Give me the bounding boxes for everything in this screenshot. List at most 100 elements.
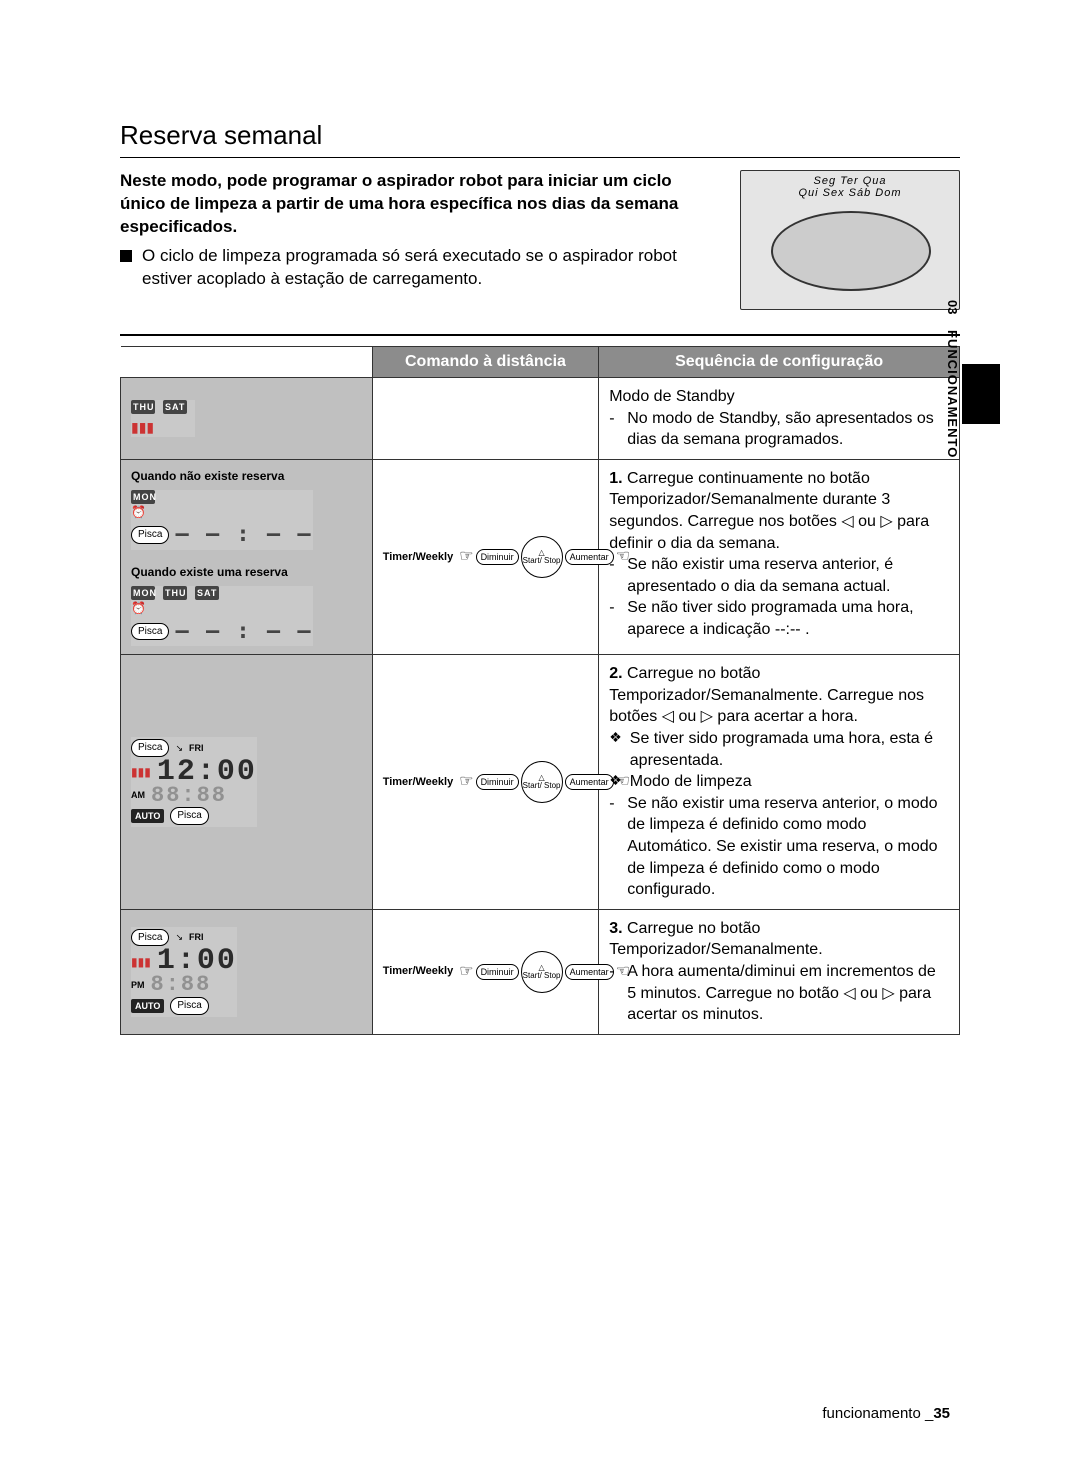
footer-page-number: 35 [933, 1405, 950, 1422]
robot-illustration: Seg Ter Qua Qui Sex Sáb Dom [740, 170, 960, 310]
day-badge: THU [131, 400, 155, 414]
step-lead: Carregue no botão Temporizador/Semanalme… [609, 920, 822, 959]
sequence-text: 1. Carregue continuamente no botão Tempo… [609, 468, 949, 641]
pisca-badge: Pisca [131, 739, 169, 757]
lcd-time: Pisca↘FRI ▮▮▮ 12:00 AM 88:88 AUTO Pisca [131, 737, 257, 827]
step-number: 3. [609, 920, 622, 937]
pisca-badge: Pisca [170, 807, 208, 825]
table-row: THUSAT ▮▮▮ Modo de Standby-No modo de St… [121, 378, 960, 460]
aumentar-label: Aumentar [565, 774, 614, 790]
seq-diamond-item: Modo de limpeza [630, 771, 752, 793]
step-lead: Carregue continuamente no botão Temporiz… [609, 470, 929, 552]
dpad-icon: △Start/ Stop [521, 761, 563, 803]
sequence-cell: 3. Carregue no botão Temporizador/Semana… [599, 909, 960, 1034]
dash-bullet-icon: - [609, 961, 619, 1026]
sequence-cell: Modo de Standby-No modo de Standby, são … [599, 378, 960, 460]
dash-bullet-icon: - [609, 597, 619, 640]
alarm-icon: ⏰ [131, 504, 146, 520]
day-badge: SAT [163, 400, 187, 414]
timer-weekly-label: Timer/Weekly [383, 775, 454, 790]
alarm-icon: ⏰ [131, 600, 146, 616]
dash-bullet-icon: - [609, 793, 619, 901]
day-label: FRI [189, 742, 204, 754]
remote-illustration: Timer/Weekly ☞ Diminuir △Start/ Stop Aum… [383, 951, 630, 993]
battery-icon: ▮▮▮ [131, 764, 151, 780]
intro-block: Neste modo, pode programar o aspirador r… [120, 170, 960, 310]
table-row: Pisca↘FRI ▮▮▮ 1:00 PM 8:88 AUTO Pisca Ti… [121, 909, 960, 1034]
remote-cell: Timer/Weekly ☞ Diminuir △Start/ Stop Aum… [372, 655, 599, 910]
diminuir-label: Diminuir [476, 964, 519, 980]
remote-cell: Timer/Weekly ☞ Diminuir △Start/ Stop Aum… [372, 459, 599, 654]
intro-bullet-text: O ciclo de limpeza programada só será ex… [142, 245, 716, 291]
remote-illustration: Timer/Weekly ☞ Diminuir △Start/ Stop Aum… [383, 536, 630, 578]
lcd-standby: THUSAT ▮▮▮ [131, 400, 195, 437]
diminuir-label: Diminuir [476, 549, 519, 565]
robot-days-row1: Seg Ter Qua [814, 175, 887, 187]
sequence-text: 3. Carregue no botão Temporizador/Semana… [609, 918, 949, 1026]
time-main: 12:00 [157, 759, 257, 786]
intro-bold: Neste modo, pode programar o aspirador r… [120, 170, 716, 239]
timer-weekly-label: Timer/Weekly [383, 550, 454, 565]
battery-icon: ▮▮▮ [131, 954, 151, 970]
section-side-tab: 03 FUNCIONAMENTO [934, 300, 960, 600]
lcd-time: Pisca↘FRI ▮▮▮ 1:00 PM 8:88 AUTO Pisca [131, 927, 237, 1017]
pisca-badge: Pisca [131, 623, 169, 641]
aumentar-label: Aumentar [565, 964, 614, 980]
remote-cell: Timer/Weekly ☞ Diminuir △Start/ Stop Aum… [372, 909, 599, 1034]
seq-title: Modo de Standby [609, 386, 949, 408]
lcd-two-state: Quando não existe reserva MON ⏰ Pisca — … [131, 468, 362, 646]
dpad-icon: △Start/ Stop [521, 536, 563, 578]
side-tab-marker [962, 364, 1000, 424]
time-main: 1:00 [157, 948, 237, 975]
config-table: Comando à distância Sequência de configu… [120, 346, 960, 1035]
page-title: Reserva semanal [120, 120, 960, 151]
diamond-bullet-icon: ❖ [609, 771, 622, 793]
day-badge: MON [131, 586, 155, 600]
section-rule [120, 334, 960, 336]
diamond-bullet-icon: ❖ [609, 728, 622, 771]
page-footer: funcionamento _35 [822, 1405, 950, 1422]
dash-bullet-icon: - [609, 554, 619, 597]
table-header-blank [121, 347, 373, 378]
table-header-sequence: Sequência de configuração [599, 347, 960, 378]
footer-section-name: funcionamento _ [822, 1405, 933, 1422]
hand-icon: ☞ [459, 546, 473, 568]
table-row: Pisca↘FRI ▮▮▮ 12:00 AM 88:88 AUTO Pisca … [121, 655, 960, 910]
table-header-remote: Comando à distância [372, 347, 599, 378]
seq-item: Se não existir uma reserva anterior, o m… [627, 793, 949, 901]
table-row: Quando não existe reserva MON ⏰ Pisca — … [121, 459, 960, 654]
step-number: 1. [609, 470, 622, 487]
hand-icon: ☞ [459, 961, 473, 983]
display-cell: Quando não existe reserva MON ⏰ Pisca — … [121, 459, 373, 654]
sequence-cell: 1. Carregue continuamente no botão Tempo… [599, 459, 960, 654]
seq-item: Se não tiver sido programada uma hora, a… [627, 597, 949, 640]
timer-weekly-label: Timer/Weekly [383, 964, 454, 979]
step-lead: Carregue no botão Temporizador/Semanalme… [609, 665, 924, 725]
pisca-badge: Pisca [131, 526, 169, 544]
day-badge: THU [163, 586, 187, 600]
time-shadow: 88:88 [151, 786, 227, 806]
diminuir-label: Diminuir [476, 774, 519, 790]
aumentar-label: Aumentar [565, 549, 614, 565]
auto-badge: AUTO [131, 809, 164, 823]
display-cell: THUSAT ▮▮▮ [121, 378, 373, 460]
dpad-icon: △Start/ Stop [521, 951, 563, 993]
auto-badge: AUTO [131, 999, 164, 1013]
step-number: 2. [609, 665, 622, 682]
seq-item: A hora aumenta/diminui em incrementos de… [627, 961, 949, 1026]
ampm-label: PM [131, 979, 145, 991]
label-with-reserve: Quando existe uma reserva [131, 564, 362, 580]
hand-icon: ☞ [459, 771, 473, 793]
seq-item: Se não existir uma reserva anterior, é a… [627, 554, 949, 597]
seq-item: No modo de Standby, são apresentados os … [627, 408, 949, 451]
side-tab-label: FUNCIONAMENTO [945, 330, 960, 458]
square-bullet-icon [120, 250, 132, 262]
display-cell: Pisca↘FRI ▮▮▮ 1:00 PM 8:88 AUTO Pisca [121, 909, 373, 1034]
day-badge: MON [131, 490, 155, 504]
robot-days-row2: Qui Sex Sáb Dom [798, 187, 901, 199]
side-tab-number: 03 [945, 300, 960, 314]
pisca-badge: Pisca [170, 997, 208, 1015]
label-no-reserve: Quando não existe reserva [131, 468, 362, 484]
title-rule [120, 157, 960, 158]
day-label: FRI [189, 931, 204, 943]
